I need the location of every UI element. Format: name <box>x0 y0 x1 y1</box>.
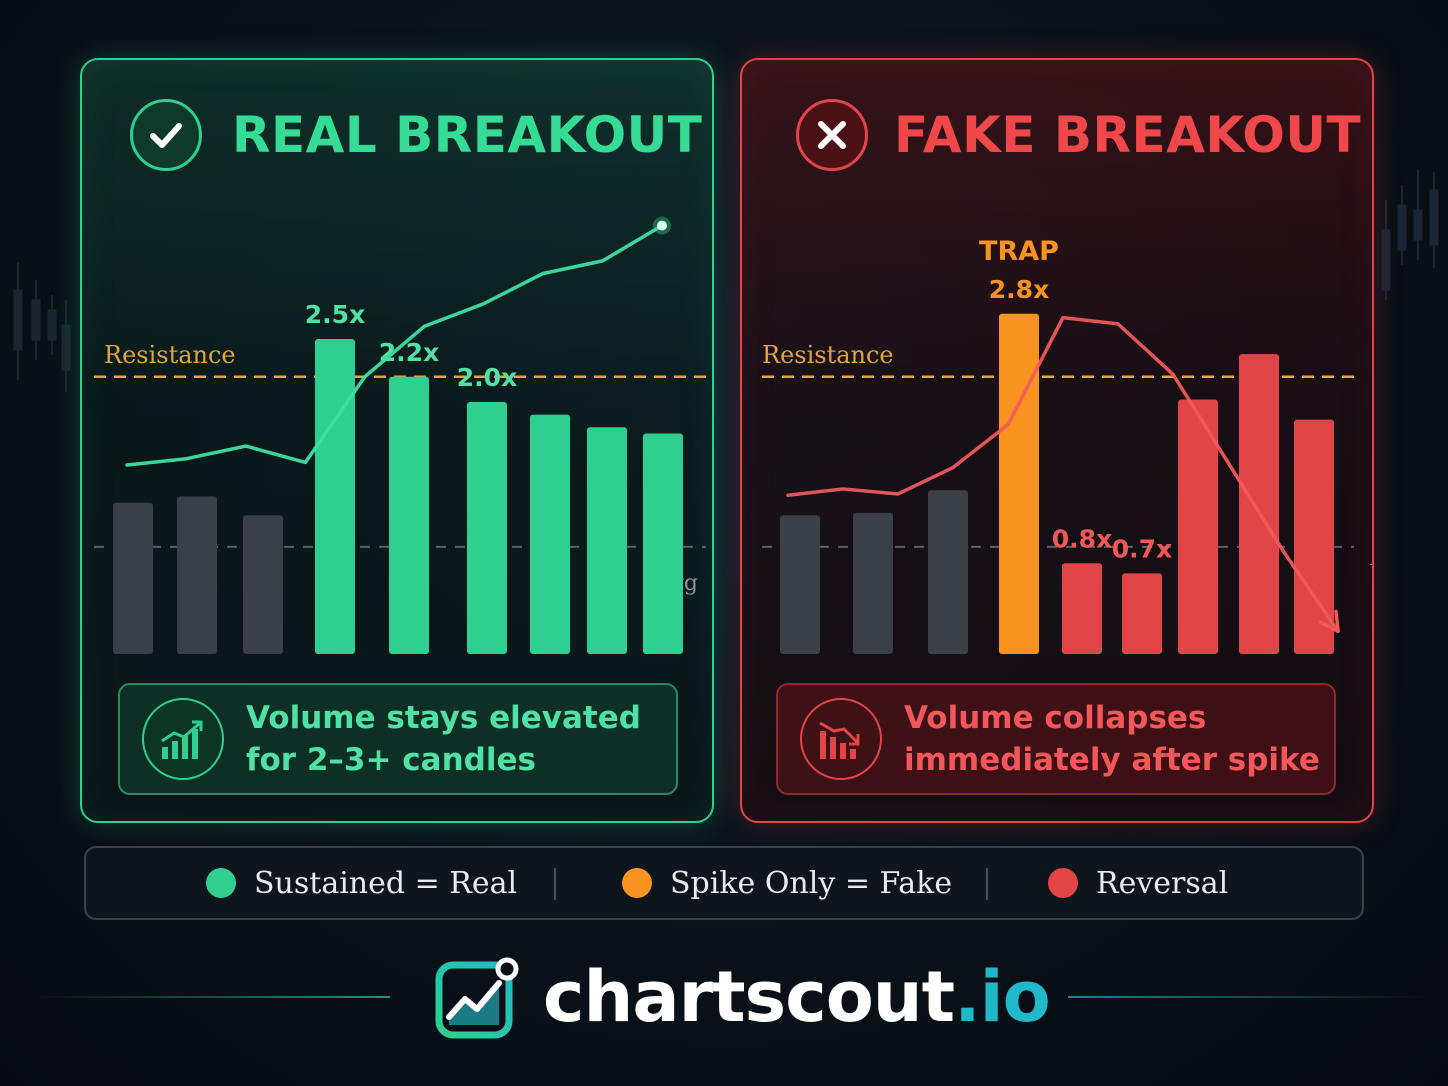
real-breakout-panel: REAL BREAKOUT ResistanceAvg2.5x2.2x2.0x … <box>80 58 714 823</box>
trap-annotation: TRAP <box>979 236 1059 267</box>
volume-bar-real <box>467 402 507 654</box>
volume-bar-neutral <box>928 490 968 654</box>
price-end-dot <box>657 220 667 231</box>
volume-bar-neutral <box>853 512 893 654</box>
rising-volume-chart-icon <box>142 698 224 780</box>
chart-logo-icon <box>435 957 519 1039</box>
bar-value-label: 2.2x <box>379 338 439 367</box>
fake-volume-chart: Resistance Avg 2.8x 0.8x0.7x TRAP <box>762 236 1374 654</box>
resistance-label: Resistance <box>104 341 236 369</box>
volume-bar-real <box>389 376 429 654</box>
legend-item-spike: Spike Only = Fake <box>622 848 952 918</box>
bar-value-label: 0.8x <box>1052 524 1112 553</box>
legend-item-reversal: Reversal <box>1048 848 1228 918</box>
price-arrowhead <box>1318 609 1340 634</box>
brand-divider-left <box>30 996 390 998</box>
real-panel-title: REAL BREAKOUT <box>232 106 703 164</box>
volume-bar-fake <box>1294 419 1334 654</box>
brand-name-tld: .io <box>954 956 1051 1038</box>
volume-bar-neutral <box>113 502 153 654</box>
volume-bar-real <box>643 433 683 654</box>
legend-dot-sustained <box>206 868 236 898</box>
brand-footer: chartscout.io <box>0 950 1448 1046</box>
volume-bar-trap <box>999 313 1039 654</box>
real-info-line1: Volume stays elevated <box>246 700 641 736</box>
volume-bar-fake <box>1062 563 1102 654</box>
real-info-box: Volume stays elevated for 2–3+ candles <box>118 683 678 795</box>
legend-separator <box>554 868 556 900</box>
bar-value-label: 2.0x <box>457 363 517 392</box>
bar-value-label: 0.7x <box>1112 534 1172 563</box>
volume-bar-neutral <box>243 515 283 654</box>
legend-label-spike: Spike Only = Fake <box>670 865 953 901</box>
fake-breakout-panel: FAKE BREAKOUT Resistance Avg 2.8x 0.8x0.7x T… <box>740 58 1374 823</box>
legend-label-reversal: Reversal <box>1096 865 1229 901</box>
real-info-line2: for 2–3+ candles <box>246 742 536 778</box>
legend-label-sustained: Sustained = Real <box>254 865 518 901</box>
brand-name-main: chartscout <box>543 956 955 1038</box>
fake-info-box: Volume collapses immediately after spike <box>776 683 1336 795</box>
real-panel-header: REAL BREAKOUT <box>130 98 702 172</box>
price-line <box>125 223 664 467</box>
resistance-label: Resistance <box>762 341 894 369</box>
volume-bar-real <box>587 427 627 654</box>
fake-info-line2: immediately after spike <box>904 742 1320 778</box>
volume-bar-real <box>315 339 355 654</box>
volume-bar-neutral <box>780 515 820 654</box>
price-line <box>786 315 1340 634</box>
bar-value-label: 2.8x <box>989 275 1049 304</box>
volume-bar-fake <box>1122 573 1162 654</box>
bar-value-label: 2.5x <box>305 300 365 329</box>
legend-separator <box>986 868 988 900</box>
average-label: Avg <box>1369 546 1374 571</box>
fake-panel-header: FAKE BREAKOUT <box>796 98 1361 172</box>
real-info-text: Volume stays elevated for 2–3+ candles <box>246 697 641 781</box>
real-volume-chart: ResistanceAvg2.5x2.2x2.0x <box>94 216 706 654</box>
volume-bar-fake <box>1239 354 1279 654</box>
legend-dot-spike <box>622 868 652 898</box>
brand-name: chartscout.io <box>543 954 1051 1040</box>
fake-info-line1: Volume collapses <box>904 700 1207 736</box>
legend: Sustained = Real Spike Only = Fake Rever… <box>84 846 1364 920</box>
volume-bar-neutral <box>177 496 217 654</box>
x-icon <box>796 99 868 171</box>
volume-bar-fake <box>1178 399 1218 654</box>
falling-volume-chart-icon <box>800 698 882 780</box>
volume-bar-real <box>530 414 570 654</box>
fake-info-text: Volume collapses immediately after spike <box>904 697 1320 781</box>
brand-divider-right <box>1068 996 1428 998</box>
fake-panel-title: FAKE BREAKOUT <box>894 106 1362 164</box>
legend-dot-reversal <box>1048 868 1078 898</box>
check-icon <box>130 99 202 171</box>
legend-item-sustained: Sustained = Real <box>206 848 517 918</box>
